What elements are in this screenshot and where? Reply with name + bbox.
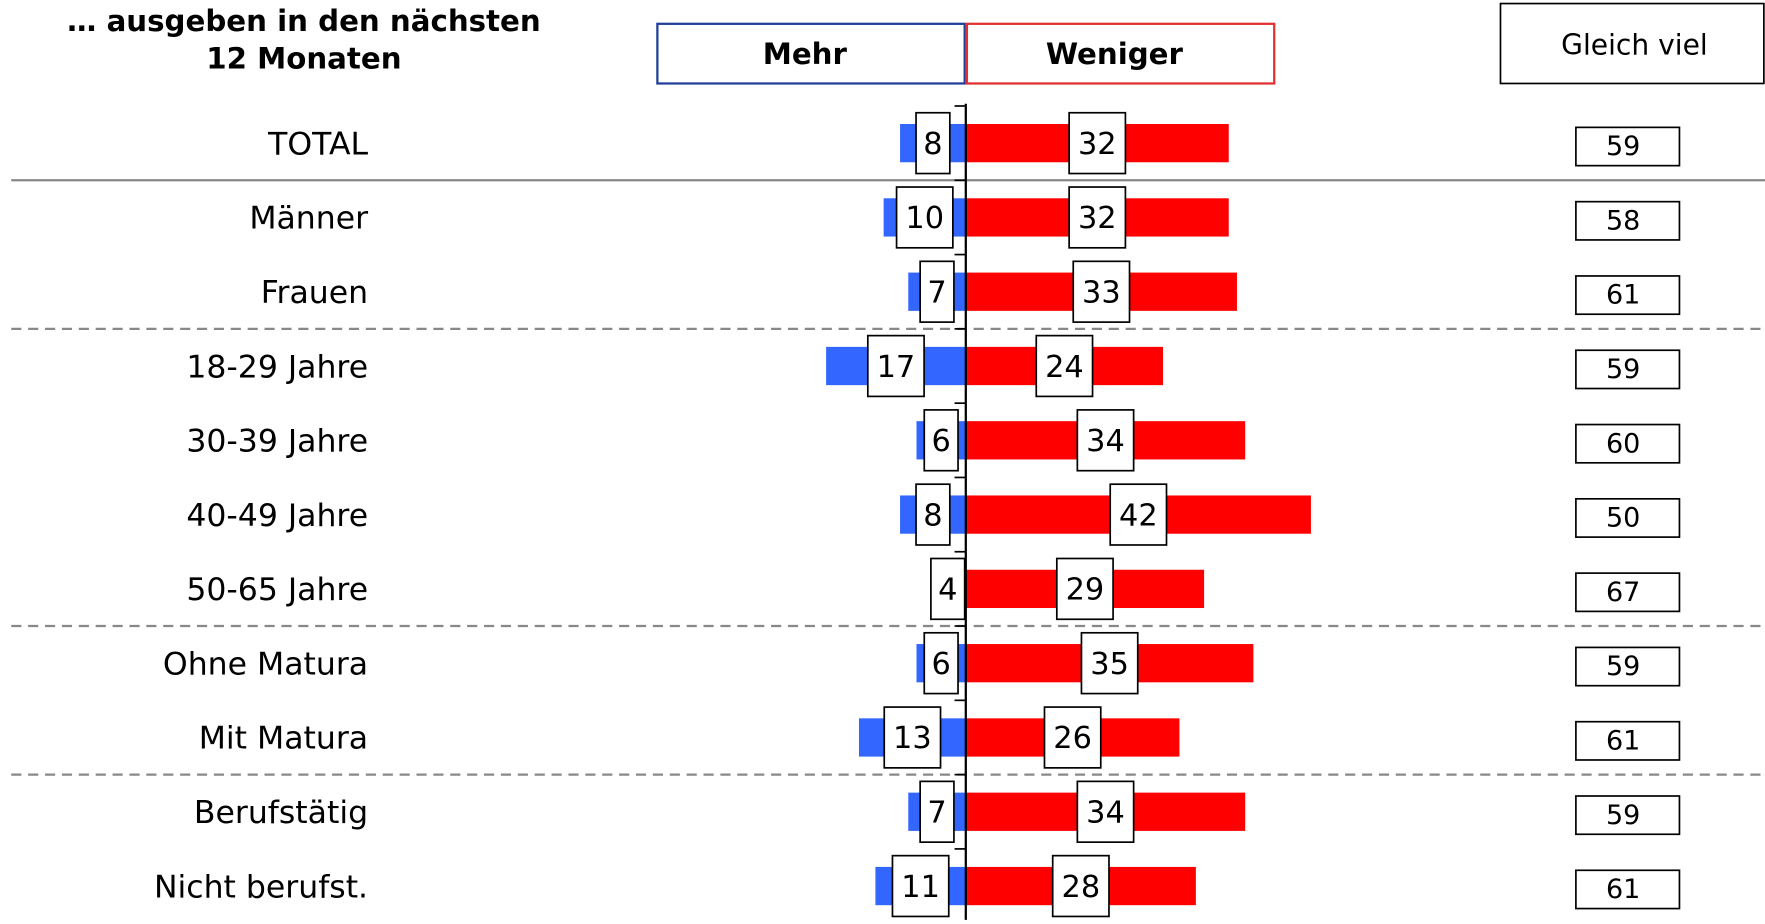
value-label-box: [1575, 646, 1681, 687]
value-label-box: [1072, 260, 1131, 323]
category-label: 18-29 Jahre: [186, 349, 368, 385]
value-label: 28: [1062, 870, 1101, 905]
category-label: 40-49 Jahre: [186, 498, 368, 534]
value-label: 61: [1606, 280, 1640, 311]
category-label: Männer: [249, 201, 368, 237]
value-label: 29: [1066, 573, 1105, 608]
legend-label: Weniger: [1046, 37, 1184, 71]
value-label: 35: [1090, 647, 1129, 682]
category-label: Berufstätig: [194, 795, 368, 831]
category-label: Ohne Matura: [163, 646, 368, 682]
value-label-box: [1575, 795, 1681, 836]
value-label: 50: [1606, 503, 1640, 534]
value-label-box: [1080, 631, 1139, 695]
value-label-box: [1575, 423, 1681, 464]
value-label-box: [1076, 780, 1135, 843]
value-label: 32: [1078, 127, 1117, 162]
value-label-box: [895, 186, 954, 249]
value-label: 61: [1606, 874, 1640, 905]
value-label-box: [1043, 706, 1102, 769]
value-label-box: [1068, 111, 1127, 175]
value-label-box: [915, 483, 951, 546]
value-label-box: [1109, 483, 1168, 546]
category-label: Mit Matura: [199, 721, 368, 757]
value-label-box: [919, 780, 955, 843]
value-label: 4: [938, 573, 957, 608]
value-label: 6: [931, 424, 950, 459]
legend-box: [1499, 2, 1765, 85]
value-label-box: [1575, 572, 1681, 613]
value-label: 59: [1606, 800, 1640, 831]
value-label-box: [866, 334, 925, 398]
value-label: 11: [901, 870, 940, 905]
value-label: 7: [927, 275, 946, 310]
chart-title: 12 Monaten: [206, 41, 401, 75]
value-label: 61: [1606, 725, 1640, 756]
value-label: 58: [1606, 205, 1640, 236]
value-label: 13: [893, 721, 932, 756]
value-label: 24: [1045, 350, 1084, 385]
legend-label: Gleich viel: [1561, 28, 1708, 61]
value-label-box: [1076, 409, 1135, 472]
value-label-box: [930, 557, 966, 621]
value-label: 34: [1086, 424, 1125, 459]
value-label-box: [1575, 200, 1681, 241]
value-label: 59: [1606, 651, 1640, 682]
value-label: 10: [905, 201, 944, 236]
value-label-box: [1575, 869, 1681, 910]
value-label-box: [1575, 349, 1681, 390]
value-label-box: [1051, 854, 1110, 918]
legend-box: [965, 22, 1276, 85]
value-label-box: [1575, 126, 1681, 167]
value-label: 32: [1078, 201, 1117, 236]
legend-box: [656, 22, 966, 85]
category-label: Frauen: [261, 275, 368, 311]
value-label-box: [915, 111, 951, 175]
value-label-box: [923, 409, 959, 472]
value-label-box: [891, 854, 950, 918]
category-label: 30-39 Jahre: [186, 424, 368, 460]
category-label: 50-65 Jahre: [186, 572, 368, 608]
category-label: Nicht berufst.: [154, 869, 368, 905]
category-label: TOTAL: [267, 126, 368, 162]
value-label: 42: [1119, 498, 1158, 533]
value-label-box: [923, 631, 959, 695]
value-label: 60: [1606, 428, 1640, 459]
value-label-box: [1575, 497, 1681, 538]
value-label-box: [1035, 334, 1094, 398]
value-label: 59: [1606, 354, 1640, 385]
chart-title: … ausgeben in den nächsten: [67, 4, 541, 38]
value-label: 67: [1606, 577, 1640, 608]
value-label: 26: [1053, 721, 1092, 756]
value-label: 33: [1082, 275, 1121, 310]
value-label: 8: [923, 498, 942, 533]
value-label-box: [1575, 720, 1681, 761]
value-label-box: [1575, 275, 1681, 316]
legend-label: Mehr: [763, 37, 848, 71]
value-label-box: [919, 260, 955, 323]
value-label: 8: [923, 127, 942, 162]
value-label: 6: [931, 647, 950, 682]
value-label: 7: [927, 796, 946, 831]
value-label: 34: [1086, 796, 1125, 831]
value-label-box: [1068, 186, 1127, 249]
value-label: 59: [1606, 131, 1640, 162]
value-label-box: [883, 706, 942, 769]
value-label-box: [1055, 557, 1114, 621]
value-label: 17: [877, 350, 916, 385]
